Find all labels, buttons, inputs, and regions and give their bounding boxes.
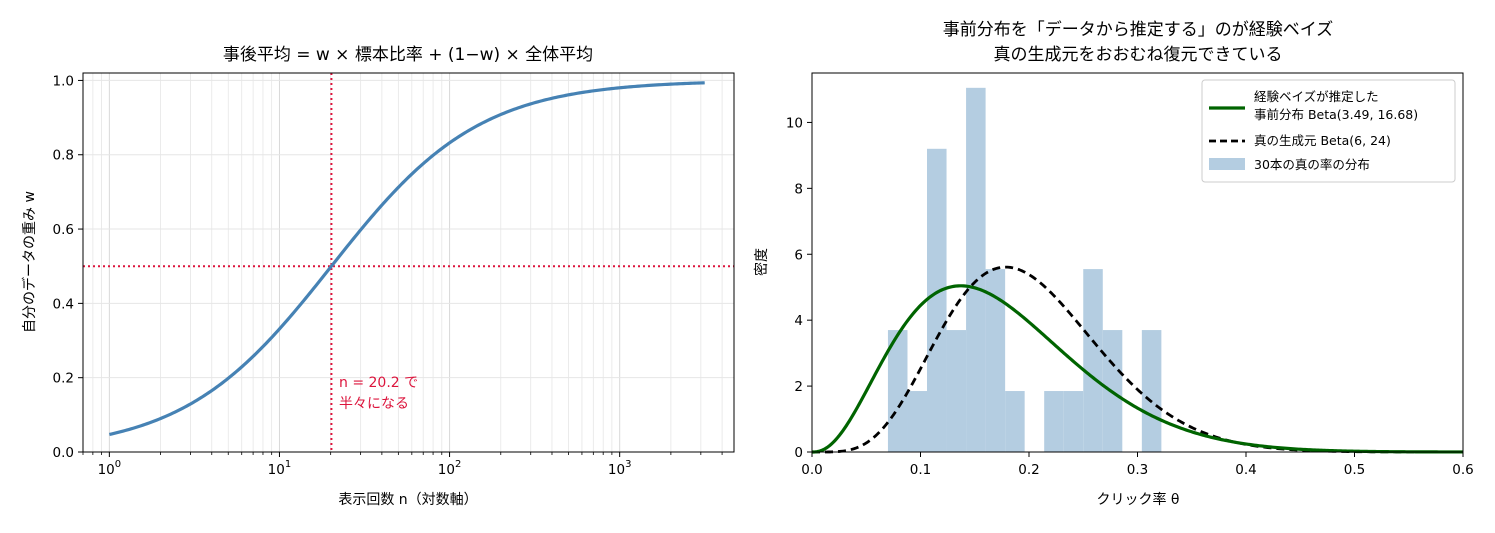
y-tick-label: 10 <box>786 115 803 131</box>
left-annotation: n = 20.2 で 半々になる <box>339 375 418 412</box>
right-ticks: 0.0 0.1 0.2 0.3 0.4 0.5 0.6 0 2 4 6 8 10 <box>786 115 1474 478</box>
y-tick-label: 0.2 <box>53 371 74 387</box>
histogram-bar <box>1083 269 1103 452</box>
left-chart: 事後平均 = w × 標本比率 + (1−w) × 全体平均 100 101 102… <box>21 45 735 508</box>
y-tick-label: 0.6 <box>53 222 74 238</box>
legend-label-estimated-prior-line-2: 事前分布 Beta(3.49, 16.68) <box>1254 107 1418 122</box>
left-y-axis-label: 自分のデータの重み w <box>21 191 38 333</box>
x-tick-label: 103 <box>608 459 632 478</box>
y-tick-label: 8 <box>794 181 803 197</box>
estimated-prior-curve <box>811 284 1463 454</box>
right-chart-title-line-1: 事前分布を「データから推定する」のが経験ベイズ <box>943 19 1334 40</box>
x-tick-label: 0.5 <box>1344 462 1365 478</box>
histogram-bar <box>985 269 1006 452</box>
legend-label-true-prior: 真の生成元 Beta(6, 24) <box>1254 133 1391 148</box>
histogram-bar <box>1141 330 1162 452</box>
y-tick-label: 1.0 <box>53 73 74 89</box>
histogram-bar <box>966 87 986 452</box>
x-tick-label: 0.0 <box>801 462 822 478</box>
legend-label-estimated-prior-line-1: 経験ベイズが推定した <box>1254 89 1379 104</box>
annotation-line-1: n = 20.2 で <box>339 375 418 391</box>
y-tick-label: 0.8 <box>53 148 74 164</box>
right-chart-title-line-2: 真の生成元をおおむね復元できている <box>994 45 1283 65</box>
y-tick-label: 4 <box>794 313 803 329</box>
left-grid <box>82 73 734 453</box>
legend-swatch-histogram <box>1209 158 1245 170</box>
histogram-bar <box>1005 391 1025 452</box>
y-tick-label: 0.0 <box>53 445 74 461</box>
x-tick-label: 102 <box>438 459 462 478</box>
histogram-bar <box>927 148 947 453</box>
x-tick-label: 0.6 <box>1452 462 1473 478</box>
x-tick-label: 100 <box>98 459 122 478</box>
x-tick-label: 101 <box>268 459 292 478</box>
legend: 経験ベイズが推定した 事前分布 Beta(3.49, 16.68) 真の生成元 … <box>1201 79 1456 183</box>
histogram-bar <box>1044 391 1064 452</box>
right-chart: 事前分布を「データから推定する」のが経験ベイズ 真の生成元をおおむね復元できてい… <box>753 19 1474 508</box>
y-tick-label: 0 <box>794 445 803 461</box>
y-tick-label: 2 <box>794 379 803 395</box>
histogram-bar <box>887 330 908 452</box>
right-x-axis-label: クリック率 θ <box>1096 491 1179 508</box>
histogram-bar <box>1063 391 1084 452</box>
left-weight-curve <box>108 81 705 437</box>
histogram-bar <box>946 330 967 452</box>
left-chart-title: 事後平均 = w × 標本比率 + (1−w) × 全体平均 <box>223 45 593 65</box>
x-tick-label: 0.1 <box>910 462 931 478</box>
x-tick-label: 0.4 <box>1235 462 1256 478</box>
x-tick-label: 0.3 <box>1127 462 1148 478</box>
annotation-line-2: 半々になる <box>339 396 409 412</box>
legend-label-histogram: 30本の真の率の分布 <box>1254 157 1370 172</box>
right-y-axis-label: 密度 <box>753 248 770 276</box>
left-plot-frame <box>82 72 735 453</box>
left-ticks: 100 101 102 103 0.0 0.2 0.4 0.6 0.8 1.0 <box>53 73 723 478</box>
x-tick-label: 0.2 <box>1018 462 1039 478</box>
legend-box <box>1201 79 1456 183</box>
y-tick-label: 6 <box>794 247 803 263</box>
left-x-axis-label: 表示回数 n（対数軸） <box>338 492 477 508</box>
left-reference-lines <box>83 73 734 452</box>
y-tick-label: 0.4 <box>53 296 74 312</box>
histogram-bars <box>887 87 1162 453</box>
histogram-bar <box>907 391 928 452</box>
